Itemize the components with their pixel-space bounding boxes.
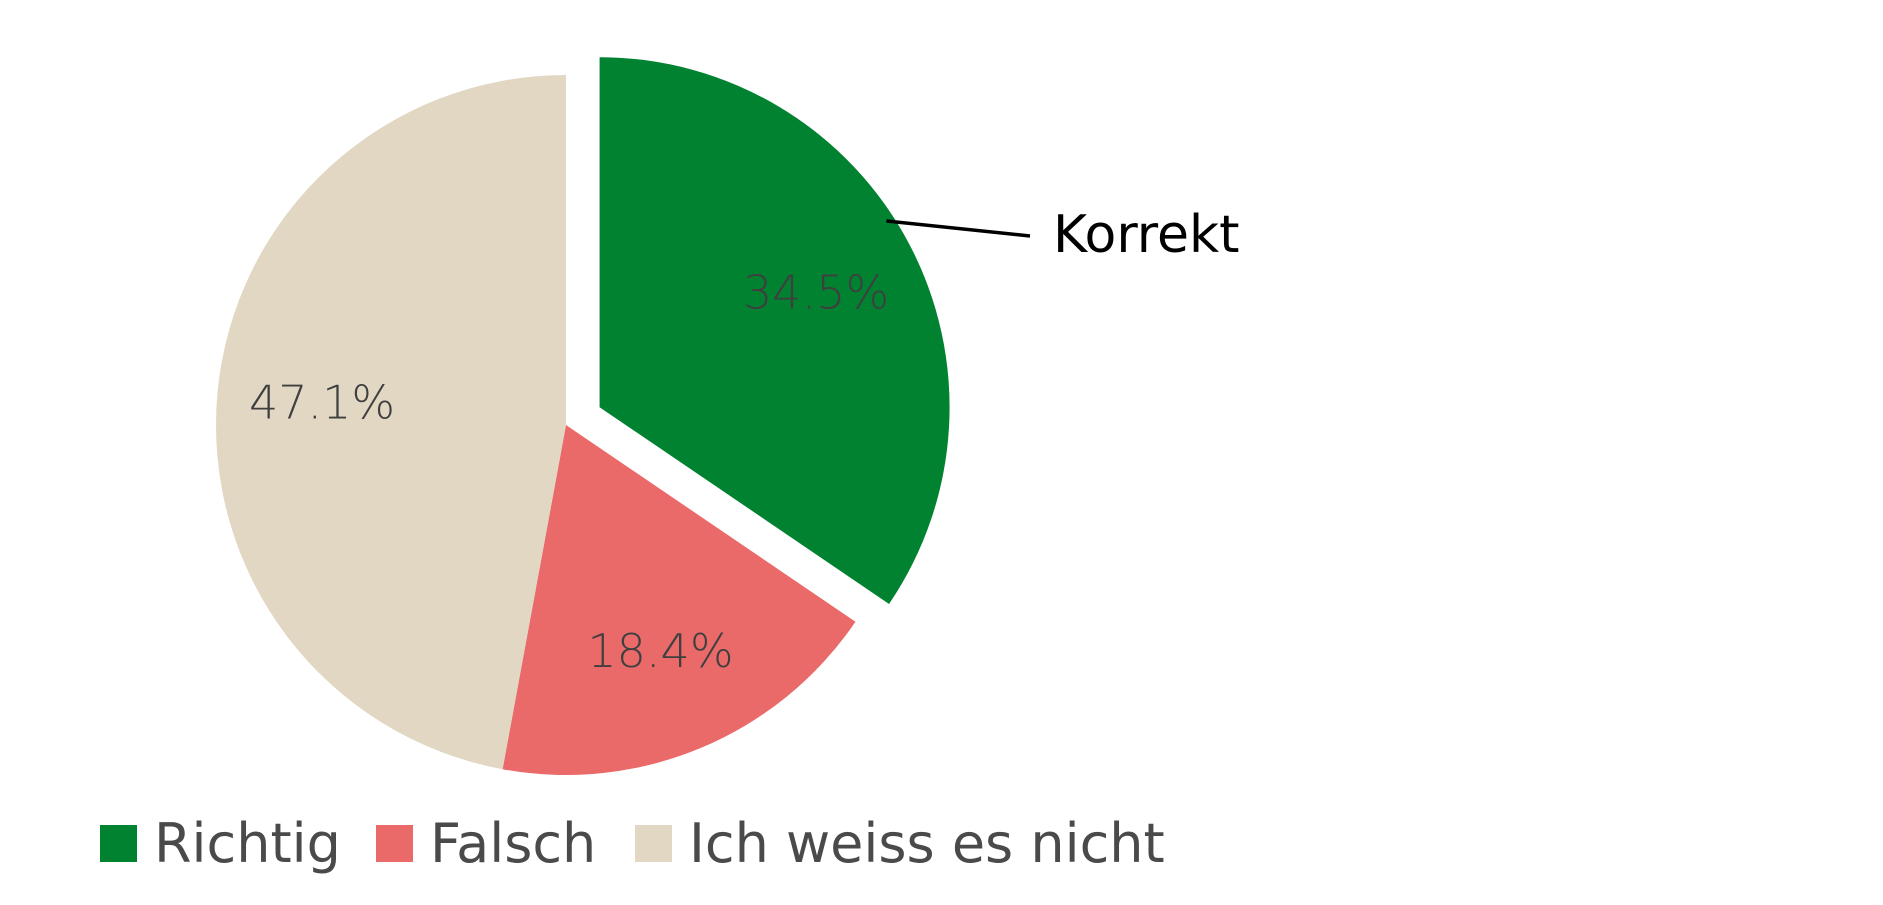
slice-value-label: 34.5% — [743, 266, 889, 320]
pie-slice-ich-weiss-es-nicht — [216, 75, 566, 770]
legend-label: Ich weiss es nicht — [689, 812, 1165, 875]
legend-label: Falsch — [430, 812, 596, 875]
legend-item-richtig: Richtig — [100, 812, 341, 875]
legend: Richtig Falsch Ich weiss es nicht — [100, 812, 1165, 875]
slice-value-label: 47.1% — [249, 376, 395, 430]
pie-slices — [216, 57, 950, 775]
legend-swatch — [376, 825, 413, 862]
pie-slice-falsch — [502, 425, 856, 775]
pie-slice-richtig — [599, 57, 950, 604]
annotation-leader-line — [886, 219, 1031, 238]
legend-swatch — [635, 825, 672, 862]
legend-swatch — [100, 825, 137, 862]
legend-item-falsch: Falsch — [376, 812, 596, 875]
annotation: Korrekt — [886, 205, 1240, 265]
legend-item-ich-weiss-es-nicht: Ich weiss es nicht — [635, 812, 1165, 875]
annotation-korrekt: Korrekt — [1053, 205, 1240, 265]
legend-label: Richtig — [154, 812, 341, 875]
slice-labels: 34.5% 18.4% 47.1% — [249, 266, 889, 678]
slice-value-label: 18.4% — [587, 624, 733, 678]
